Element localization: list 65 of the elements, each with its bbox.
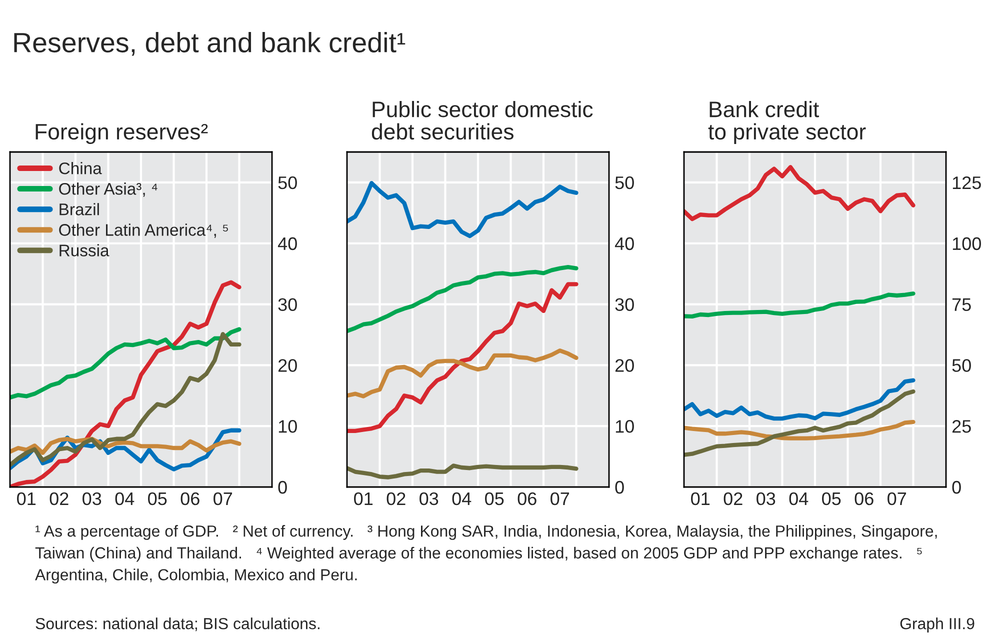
y-tick-label: 100 bbox=[952, 237, 981, 250]
y-tick-label: 30 bbox=[615, 298, 634, 311]
line-series bbox=[347, 282, 578, 434]
line-series bbox=[10, 332, 242, 468]
text: ¹ As a percentage of GDP. ² Net of currency. ³ Hong Kong SAR, India, Indonesia, Korea, Malaysia, the Philippines, Singapore, Taiwan (China) and Thailand. ⁴ Weighted average of the economies listed, based on 2005 GDP and PPP exchange rates. ⁵ Argentina, Chile, Colombia, Mexico and Peru. bbox=[35, 525, 937, 584]
legend-label: Other Latin America⁴, ⁵ bbox=[59, 224, 228, 238]
legend-label: Brazil bbox=[60, 203, 99, 216]
x-tick-label: 07 bbox=[888, 492, 906, 506]
line-series bbox=[684, 389, 916, 457]
line-series bbox=[684, 165, 916, 222]
line-series bbox=[684, 291, 916, 319]
y-tick-label: 20 bbox=[615, 359, 634, 372]
chart-title: Public sector domestic debt securities bbox=[372, 100, 593, 140]
line-series bbox=[347, 180, 578, 238]
x-tick-label: 03 bbox=[756, 492, 776, 506]
x-tick-label: 03 bbox=[82, 492, 102, 506]
x-tick-label: 02 bbox=[50, 492, 68, 506]
line-series bbox=[10, 280, 242, 487]
x-tick-label: 04 bbox=[789, 492, 808, 506]
x-tick-label: 07 bbox=[550, 492, 570, 506]
x-tick-label: 02 bbox=[386, 492, 406, 506]
y-tick-label: 20 bbox=[278, 359, 297, 372]
x-tick-label: 06 bbox=[854, 492, 874, 506]
x-tick-label: 02 bbox=[724, 492, 742, 506]
y-tick-label: 10 bbox=[616, 420, 634, 433]
x-tick-label: 01 bbox=[17, 492, 36, 506]
x-tick-label: 07 bbox=[214, 492, 232, 506]
legend-label: Russia bbox=[60, 244, 110, 256]
line-series bbox=[347, 265, 578, 334]
y-tick-label: 125 bbox=[952, 176, 981, 190]
legend-label: Other Asia³, ⁴ bbox=[59, 182, 158, 197]
x-tick-label: 05 bbox=[148, 492, 167, 506]
chart-title: Bank credit to private sector bbox=[708, 100, 866, 144]
y-tick-label: 0 bbox=[615, 480, 624, 494]
y-tick-label: 0 bbox=[278, 480, 287, 494]
y-tick-label: 10 bbox=[278, 420, 297, 433]
y-tick-label: 25 bbox=[952, 420, 971, 433]
line-series bbox=[684, 420, 916, 440]
x-tick-label: 05 bbox=[822, 492, 841, 506]
source-note: Sources: national data; BIS calculations. bbox=[36, 618, 320, 632]
text: Graph III.9 bbox=[900, 618, 974, 632]
y-tick-label: 50 bbox=[952, 359, 971, 372]
chart-title: Foreign reserves² bbox=[36, 123, 208, 144]
line-series bbox=[347, 348, 578, 398]
line-series bbox=[10, 327, 242, 400]
x-tick-label: 03 bbox=[420, 492, 438, 506]
line-series bbox=[10, 436, 242, 455]
x-tick-label: 04 bbox=[115, 492, 134, 506]
legend-label: China bbox=[59, 162, 102, 174]
text: Reserves, debt and bank credit¹ bbox=[14, 32, 406, 56]
y-tick-label: 0 bbox=[952, 480, 961, 494]
line-series bbox=[347, 464, 578, 480]
x-tick-label: 06 bbox=[180, 492, 200, 506]
x-tick-label: 06 bbox=[518, 492, 536, 506]
y-tick-label: 40 bbox=[278, 237, 297, 250]
y-tick-label: 30 bbox=[278, 298, 297, 311]
x-tick-label: 04 bbox=[452, 492, 472, 506]
y-tick-label: 50 bbox=[278, 176, 297, 190]
y-tick-label: 40 bbox=[614, 237, 634, 250]
y-tick-label: 75 bbox=[952, 298, 971, 311]
x-tick-label: 01 bbox=[354, 492, 373, 506]
x-tick-label: 05 bbox=[485, 492, 504, 506]
x-tick-label: 01 bbox=[691, 492, 710, 506]
y-tick-label: 50 bbox=[615, 176, 634, 190]
line-series bbox=[684, 378, 916, 421]
